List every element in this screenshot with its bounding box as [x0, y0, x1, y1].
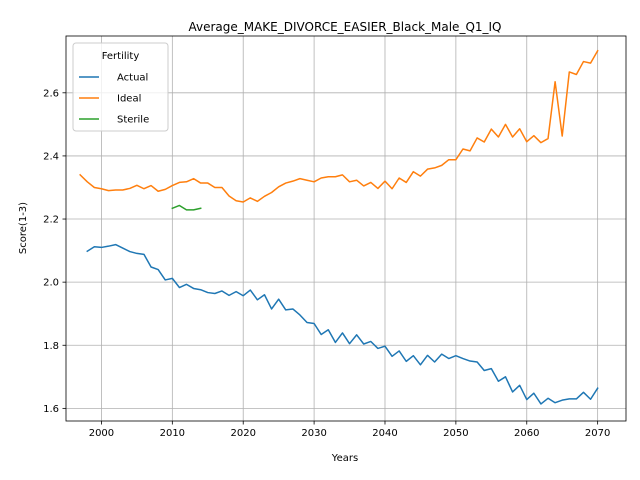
legend: Fertility Actual Ideal Sterile [72, 42, 169, 132]
x-tick-label: 2060 [514, 428, 539, 439]
x-tick-label: 2030 [301, 428, 326, 439]
x-tick-label: 2040 [372, 428, 397, 439]
legend-label-sterile: Sterile [117, 115, 149, 126]
x-axis-ticks: 2000 2010 2020 2030 2040 2050 2060 2070 [89, 421, 610, 439]
series-line-ideal [79, 49, 599, 203]
y-axis-ticks: 1.6 1.8 2.0 2.2 2.4 2.6 [43, 88, 66, 415]
x-tick-label: 2050 [443, 428, 468, 439]
series-line-actual [86, 243, 599, 405]
x-tick-label: 2070 [585, 428, 610, 439]
x-tick-label: 2010 [160, 428, 185, 439]
legend-label-ideal: Ideal [117, 94, 141, 105]
y-tick-label: 2.2 [43, 215, 59, 226]
y-tick-label: 1.8 [43, 341, 59, 352]
series-line-sterile [171, 204, 202, 211]
grid [66, 36, 626, 421]
legend-title: Fertility [102, 51, 140, 62]
chart-title: Average_MAKE_DIVORCE_EASIER_Black_Male_Q… [188, 20, 501, 34]
y-tick-label: 1.6 [43, 404, 59, 415]
legend-entries: Actual Ideal Sterile [79, 73, 149, 126]
legend-label-actual: Actual [117, 73, 148, 84]
x-tick-label: 2000 [89, 428, 114, 439]
y-axis-label: Score(1-3) [18, 202, 29, 254]
y-tick-label: 2.4 [43, 151, 59, 162]
x-axis-label: Years [331, 453, 358, 464]
plot-area-frame [65, 35, 627, 422]
y-tick-label: 2.0 [43, 278, 59, 289]
y-tick-label: 2.6 [43, 88, 59, 99]
legend-frame [72, 42, 169, 132]
x-tick-label: 2020 [230, 428, 255, 439]
series-lines [79, 49, 599, 405]
